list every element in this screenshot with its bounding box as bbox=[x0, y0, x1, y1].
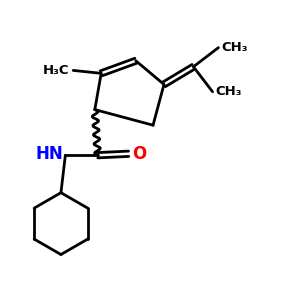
Text: CH₃: CH₃ bbox=[215, 85, 242, 98]
Text: CH₃: CH₃ bbox=[221, 41, 248, 54]
Text: HN: HN bbox=[35, 145, 63, 163]
Text: H₃C: H₃C bbox=[43, 64, 70, 77]
Text: O: O bbox=[132, 145, 146, 163]
